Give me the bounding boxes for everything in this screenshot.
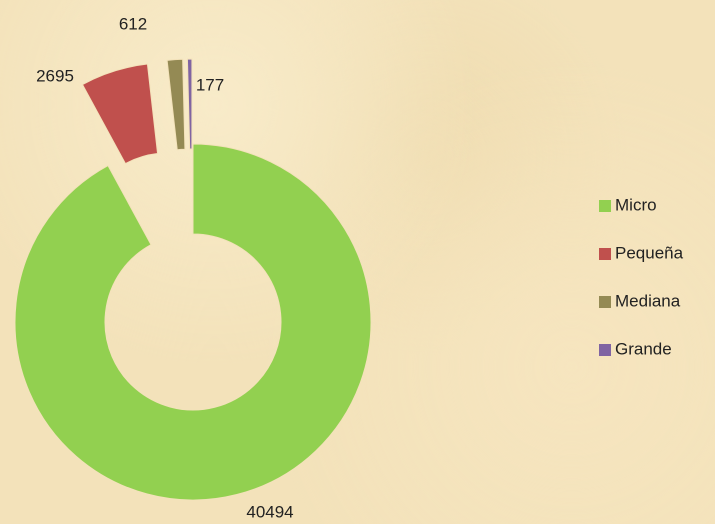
legend-label: Mediana [615,291,681,310]
legend-swatch [599,296,611,308]
data-label: 2695 [36,66,74,85]
data-label: 612 [119,14,147,33]
data-label: 177 [196,75,224,94]
donut-slice [186,58,193,150]
legend-label: Grande [615,339,672,358]
donut-slice [81,63,159,165]
legend-label: Pequeña [615,243,684,262]
legend-swatch [599,248,611,260]
legend-swatch [599,200,611,212]
data-label: 40494 [246,502,293,521]
donut-slice [166,58,186,151]
donut-slice [14,143,372,501]
legend-swatch [599,344,611,356]
legend-label: Micro [615,195,657,214]
